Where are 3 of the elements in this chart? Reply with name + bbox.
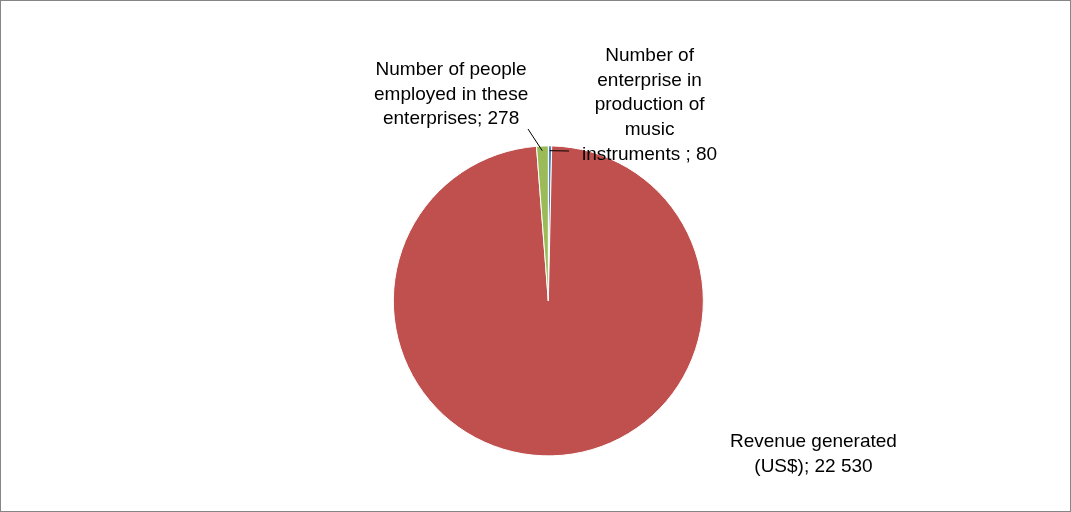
slice-label: Number of enterprise in production of music instruments ; 80 — [582, 44, 718, 164]
slice-label: Number of people employed in these enterprises; 278 — [374, 58, 529, 129]
slice-label: Revenue generated (US$); 22 530 — [730, 430, 897, 476]
